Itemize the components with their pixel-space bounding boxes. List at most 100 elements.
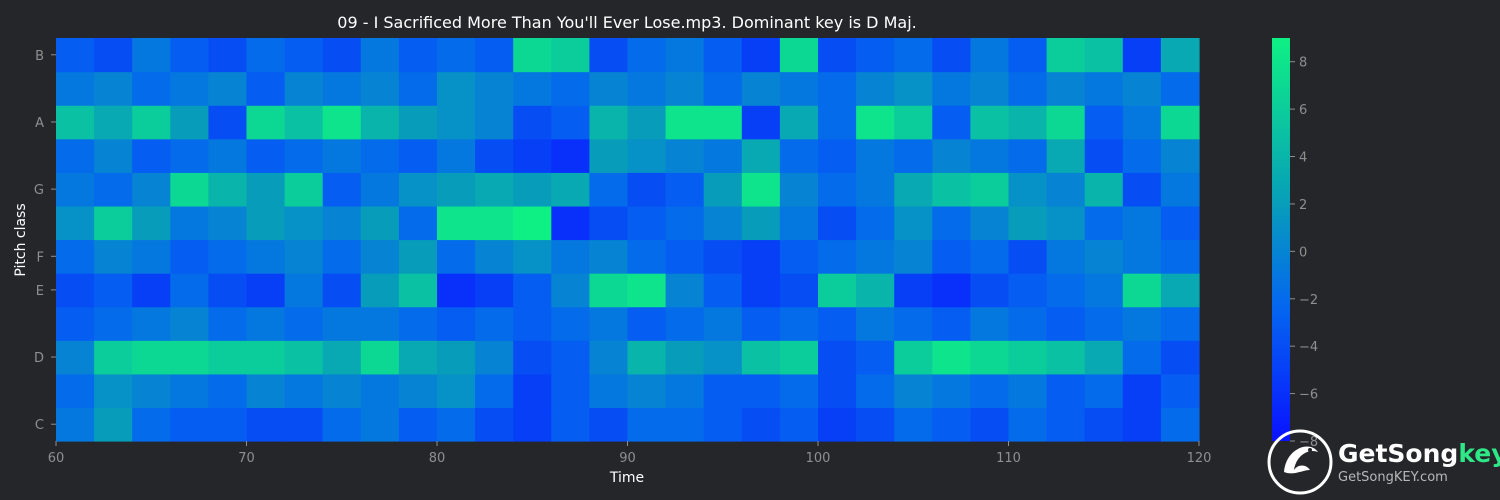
heatmap-cell [970, 71, 1010, 106]
heatmap-cell [208, 407, 248, 442]
heatmap-cell [56, 407, 95, 442]
heatmap-cell [94, 306, 133, 341]
heatmap-cell [246, 373, 286, 409]
heatmap-cell [513, 105, 552, 140]
watermark: GetSongkey GetSongKEY.com [1267, 429, 1500, 495]
heatmap-cell [1122, 172, 1162, 207]
heatmap-cell [132, 239, 171, 274]
heatmap-cell [437, 172, 476, 207]
heatmap-cell [94, 71, 133, 106]
heatmap-cell [475, 38, 514, 73]
heatmap-cell [322, 71, 362, 106]
heatmap-cell [551, 205, 590, 241]
heatmap-cell [1160, 373, 1200, 409]
heatmap-cell [246, 340, 286, 375]
heatmap-cell [1046, 38, 1086, 73]
heatmap-cell [818, 306, 857, 341]
heatmap-cell [627, 105, 667, 140]
heatmap-cell [208, 239, 248, 274]
heatmap-cell [56, 239, 95, 274]
heatmap-cell [1046, 306, 1086, 341]
heatmap-cell [665, 105, 705, 140]
heatmap-cell [1008, 239, 1048, 274]
heatmap-cell [932, 105, 971, 140]
heatmap-cell [398, 105, 438, 140]
colorbar-tick-label: 6 [1299, 103, 1307, 118]
heatmap-cell [132, 340, 171, 375]
heatmap-cell [703, 407, 743, 442]
heatmap-cell [246, 71, 286, 106]
heatmap-cell [132, 71, 171, 106]
bird-logo-icon [1267, 429, 1333, 495]
heatmap-cell [818, 172, 857, 207]
heatmap-cell [856, 373, 895, 409]
heatmap-cell [741, 71, 781, 106]
chart-title: 09 - I Sacrificed More Than You'll Ever … [337, 13, 916, 32]
heatmap-cell [360, 340, 400, 375]
heatmap-cell [779, 306, 819, 341]
x-tick-label: 100 [806, 451, 831, 466]
heatmap-cell [170, 273, 209, 308]
heatmap-cell [1160, 38, 1200, 73]
colorbar-tick-label: −4 [1299, 340, 1318, 355]
heatmap-cell [741, 205, 781, 241]
heatmap-cell [1046, 239, 1086, 274]
heatmap-cell [360, 373, 400, 409]
heatmap-cell [284, 38, 324, 73]
heatmap-cell [398, 407, 438, 442]
heatmap-cell [818, 239, 857, 274]
heatmap-cell [208, 105, 248, 140]
heatmap-cell [589, 239, 629, 274]
heatmap-cell [170, 38, 209, 73]
heatmap-cell [703, 105, 743, 140]
heatmap-cell [94, 373, 133, 409]
heatmap-cell [551, 340, 590, 375]
y-tick-label: B [35, 49, 44, 64]
heatmap-cell [56, 205, 95, 241]
heatmap-cell [132, 407, 171, 442]
heatmap-cell [741, 38, 781, 73]
heatmap-cell [970, 105, 1010, 140]
heatmap-cell [856, 205, 895, 241]
heatmap-cell [437, 71, 476, 106]
heatmap-cell [94, 340, 133, 375]
heatmap-cell [856, 407, 895, 442]
heatmap-cell [894, 71, 933, 106]
heatmap-cell [665, 273, 705, 308]
heatmap-cell [170, 239, 209, 274]
heatmap-cell [208, 71, 248, 106]
heatmap-cell [513, 71, 552, 106]
heatmap-cell [1008, 373, 1048, 409]
heatmap-cell [551, 105, 590, 140]
heatmap-cell [589, 373, 629, 409]
heatmap-cell [322, 105, 362, 140]
heatmap-cell [856, 138, 895, 173]
brand-url-text: GetSongKEY.com [1338, 470, 1448, 485]
heatmap-cell [132, 172, 171, 207]
heatmap-cell [360, 38, 400, 73]
heatmap-cell [1122, 373, 1162, 409]
heatmap-cell [589, 138, 629, 173]
heatmap-cell [398, 340, 438, 375]
colorbar-tick-label: −6 [1299, 388, 1318, 403]
y-axis: C D E F G A B [34, 49, 56, 433]
heatmap-cell [894, 138, 933, 173]
heatmap-cell [1084, 306, 1124, 341]
heatmap-cell [322, 306, 362, 341]
heatmap-cell [475, 138, 514, 173]
heatmap-cell [437, 205, 476, 241]
heatmap-cell [627, 71, 667, 106]
heatmap-cell [1046, 138, 1086, 173]
heatmap-cell [94, 205, 133, 241]
heatmap-cell [1046, 407, 1086, 442]
heatmap-cell [551, 38, 590, 73]
heatmap-cell [475, 340, 514, 375]
heatmap-cell [322, 205, 362, 241]
heatmap-cell [627, 407, 667, 442]
x-tick-label: 120 [1187, 451, 1212, 466]
heatmap-cell [1160, 273, 1200, 308]
colorbar [1272, 38, 1290, 441]
heatmap-cell [208, 306, 248, 341]
heatmap-cell [1084, 239, 1124, 274]
heatmap-cell [1084, 205, 1124, 241]
